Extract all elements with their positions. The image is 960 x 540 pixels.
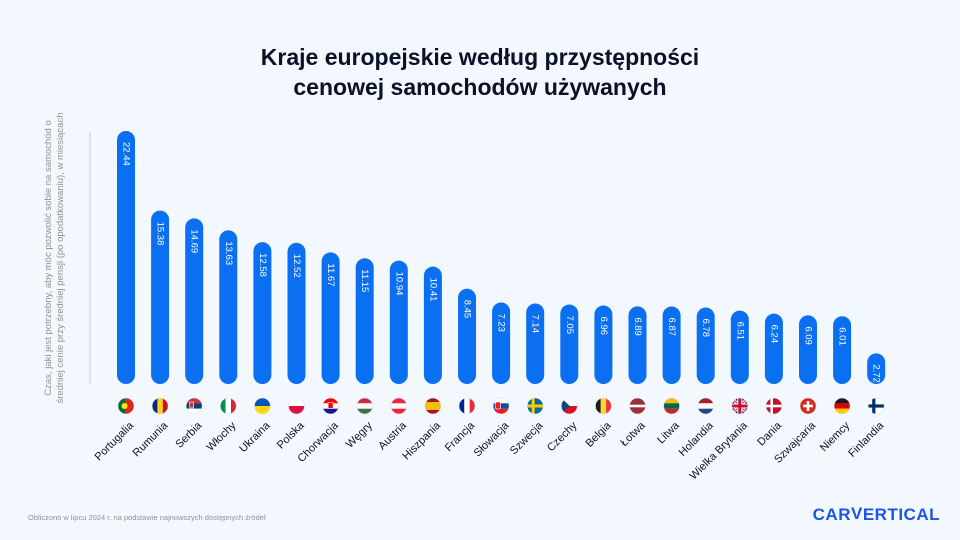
category-label-0: Portugalia	[93, 419, 137, 463]
bars-group: 22.44 15.38 14.69 13.63 12.58 12.52 11.67 11.15…	[117, 131, 886, 384]
bar-value-label-22: 2.72	[871, 364, 882, 383]
bar-9	[423, 266, 442, 384]
bar-value-label-8: 10.94	[393, 272, 404, 296]
hr-flag-icon	[322, 397, 339, 415]
chart-title-line-1: Kraje europejskie według przystępności	[260, 44, 700, 70]
category-label-11: Słowacja	[472, 419, 512, 459]
bar-20	[799, 315, 817, 384]
ua-flag-icon	[254, 397, 271, 415]
se-flag-icon	[526, 397, 544, 415]
category-label-14: Belgia	[583, 419, 614, 450]
lt-flag-icon	[663, 397, 680, 415]
bar-8	[389, 260, 408, 384]
bar-value-label-16: 6.87	[666, 318, 677, 337]
es-flag-icon	[424, 397, 442, 415]
category-label-15: Łotwa	[618, 419, 648, 449]
fi-flag-icon	[867, 397, 885, 415]
bar-7	[355, 258, 374, 384]
bar-value-label-15: 6.89	[632, 317, 643, 336]
logo-text-part-3: ERTICAL	[862, 505, 940, 524]
bar-value-label-17: 6.78	[700, 319, 711, 338]
at-flag-icon	[390, 397, 408, 415]
category-label-3: Włochy	[204, 419, 238, 453]
bar-value-label-0: 22.44	[120, 142, 131, 166]
bar-value-label-20: 6.09	[802, 326, 813, 345]
bar-19	[764, 313, 783, 384]
dk-flag-icon	[765, 397, 783, 415]
bar-value-label-5: 12.52	[291, 254, 302, 278]
bar-13	[560, 304, 579, 384]
bar-value-label-2: 14.69	[189, 229, 200, 253]
bar-21	[833, 316, 852, 384]
category-label-2: Serbia	[173, 419, 205, 451]
bar-value-label-19: 6.24	[768, 325, 779, 344]
ch-flag-icon	[799, 397, 817, 415]
gb-flag-icon	[731, 397, 749, 415]
category-label-8: Austria	[376, 419, 409, 452]
bar-value-label-1: 15.38	[155, 222, 166, 246]
category-label-4: Ukraina	[237, 419, 273, 455]
sk-flag-icon	[492, 397, 510, 415]
bar-5	[287, 242, 306, 384]
bar-value-label-21: 6.01	[837, 327, 848, 346]
bar-value-label-7: 11.15	[359, 269, 370, 292]
bar-18	[730, 310, 749, 384]
bar-value-label-13: 7.05	[564, 316, 575, 335]
logo-text-part-1: CAR	[812, 505, 851, 524]
logo-text-part-2: V	[850, 504, 863, 523]
bar-value-label-3: 13.63	[223, 241, 234, 265]
bar-value-label-9: 10.41	[427, 278, 438, 302]
category-label-13: Czechy	[545, 419, 580, 454]
category-label-9: Hiszpania	[400, 419, 443, 462]
footnote: Obliczono w lipcu 2024 r. na podstawie n…	[28, 513, 266, 522]
lv-flag-icon	[629, 397, 646, 415]
bar-22	[867, 353, 886, 384]
category-label-22: Finlandia	[846, 419, 887, 460]
bar-value-label-10: 8.45	[461, 300, 472, 319]
bar-15	[628, 306, 647, 384]
bar-10	[458, 288, 476, 384]
category-label-19: Dania	[755, 419, 784, 448]
flags-group	[117, 397, 885, 415]
be-flag-icon	[595, 397, 612, 415]
category-label-1: Rumunia	[131, 419, 171, 459]
de-flag-icon	[833, 397, 851, 415]
bar-17	[696, 307, 715, 384]
bar-4	[253, 242, 272, 384]
nl-flag-icon	[697, 397, 714, 415]
hu-flag-icon	[356, 397, 373, 415]
bar-3	[219, 230, 238, 384]
chart-title: Kraje europejskie według przystępności c…	[0, 42, 960, 102]
category-label-5: Polska	[275, 419, 307, 451]
bar-value-label-4: 12.58	[257, 253, 268, 277]
category-label-7: Węgry	[344, 419, 375, 450]
bar-value-label-18: 6.51	[734, 322, 745, 341]
bar-6	[321, 252, 340, 384]
bar-value-label-11: 7.23	[496, 313, 507, 331]
carvertical-logo: CARVERTICAL	[812, 504, 940, 525]
bar-value-label-6: 11.67	[325, 263, 336, 286]
category-label-18: Wielka Brytania	[687, 419, 750, 482]
category-label-12: Szwecja	[508, 419, 546, 457]
bar-1	[151, 210, 170, 384]
category-label-16: Litwa	[655, 419, 682, 446]
ro-flag-icon	[151, 397, 169, 415]
fr-flag-icon	[458, 397, 476, 415]
bar-value-label-12: 7.14	[530, 315, 541, 334]
pl-flag-icon	[288, 397, 305, 415]
bar-2	[185, 218, 204, 384]
bar-value-label-14: 6.96	[598, 317, 609, 336]
bar-12	[526, 303, 545, 384]
pt-flag-icon	[117, 397, 135, 415]
it-flag-icon	[220, 397, 237, 415]
bar-0	[117, 131, 135, 384]
bar-14	[594, 305, 613, 384]
chart-title-line-2: cenowej samochodów używanych	[293, 74, 667, 100]
bar-16	[662, 306, 681, 384]
cz-flag-icon	[561, 397, 578, 415]
rs-flag-icon	[185, 397, 203, 415]
bar-11	[492, 302, 511, 384]
